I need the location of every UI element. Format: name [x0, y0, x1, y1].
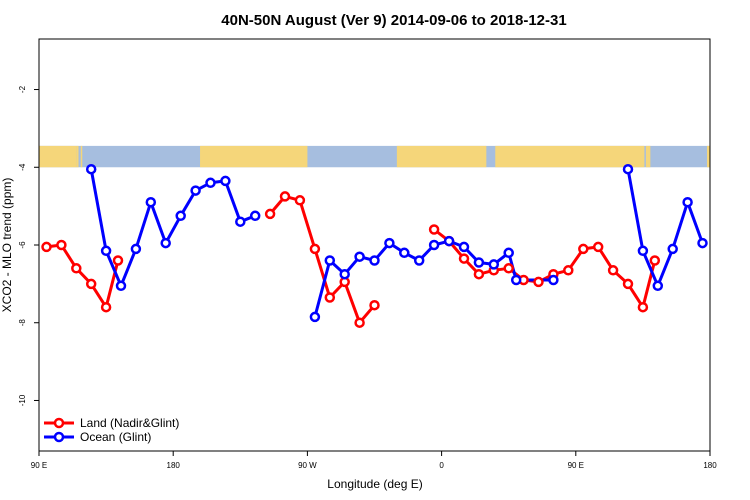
legend-ocean-marker: [53, 431, 65, 443]
ocean-data-point: [369, 255, 380, 266]
x-tick-label: 180: [167, 461, 181, 470]
land-data-point: [56, 239, 67, 251]
x-tick-label: 180: [703, 461, 717, 470]
ocean-data-point: [309, 311, 321, 323]
land-data-point: [112, 255, 124, 266]
ocean-series-line: [89, 168, 256, 288]
ocean-data-point: [622, 163, 634, 175]
ocean-data-point: [667, 243, 678, 255]
land-data-point: [71, 263, 82, 274]
ocean-data-point: [510, 274, 522, 286]
ocean-data-point: [339, 268, 350, 280]
land-data-point: [100, 301, 112, 313]
ocean-data-point: [115, 280, 127, 292]
land-data-point: [637, 301, 649, 313]
land-data-point: [354, 317, 365, 328]
ocean-data-point: [413, 255, 425, 266]
world-map-strip: [39, 145, 710, 168]
x-tick-label: 90 E: [31, 461, 47, 470]
x-axis-label: Longitude (deg E): [327, 477, 422, 491]
plot-frame: [38, 38, 711, 452]
ocean-data-point: [354, 251, 365, 262]
land-data-point: [473, 268, 485, 280]
ocean-data-point: [235, 216, 246, 227]
legend-land-marker: [53, 417, 65, 429]
ocean-data-point: [682, 196, 693, 208]
ocean-data-point: [443, 235, 455, 247]
ocean-data-point: [458, 241, 470, 253]
ocean-data-point: [637, 245, 649, 257]
ocean-data-point: [249, 210, 261, 222]
land-data-point: [324, 292, 336, 303]
ocean-data-point: [324, 255, 336, 266]
ocean-data-point: [190, 185, 201, 196]
y-axis-label: XCO2 - MLO trend (ppm): [0, 178, 14, 313]
ocean-data-point: [175, 210, 186, 222]
y-tick-label: -10: [18, 394, 27, 406]
ocean-data-point: [473, 257, 485, 268]
map-land: [645, 145, 651, 168]
ocean-data-point: [85, 163, 97, 175]
land-data-point: [294, 195, 306, 206]
land-data-point: [622, 278, 634, 290]
ocean-data-point: [160, 237, 171, 249]
ocean-data-point: [652, 280, 664, 292]
x-axis: 90 E 180 90 W 0 90 E 180: [31, 451, 717, 470]
ocean-data-point: [100, 245, 112, 257]
land-data-point: [607, 265, 619, 276]
land-data-point: [649, 255, 661, 266]
ocean-data-point: [488, 259, 500, 270]
map-land: [39, 145, 77, 168]
ocean-series-line: [313, 239, 554, 318]
legend-ocean-label: Ocean (Glint): [80, 430, 151, 444]
ocean-data-point: [428, 239, 440, 251]
ocean-data-point: [503, 247, 514, 259]
map-land: [76, 145, 79, 168]
x-tick-label: 90 W: [298, 461, 317, 470]
map-land: [707, 145, 710, 168]
x-tick-label: 0: [439, 461, 444, 470]
ocean-data-point: [697, 237, 708, 249]
y-tick-label: -8: [18, 319, 27, 327]
ocean-data-point: [399, 247, 410, 259]
y-tick-label: -6: [18, 241, 27, 249]
x-tick-label: 90 E: [568, 461, 584, 470]
land-data-point: [85, 278, 97, 290]
ocean-data-point: [220, 175, 231, 187]
y-axis: -10 -8 -6 -4 -2: [18, 85, 39, 406]
land-data-point: [592, 241, 604, 253]
y-tick-label: -4: [18, 163, 27, 171]
map-land: [396, 145, 487, 168]
legend: Land (Nadir&Glint) Ocean (Glint): [44, 416, 179, 444]
land-data-point: [369, 299, 380, 311]
y-tick-label: -2: [18, 85, 27, 93]
land-data-point: [309, 243, 321, 255]
chart-title: 40N-50N August (Ver 9) 2014-09-06 to 201…: [221, 12, 566, 29]
land-data-point: [578, 243, 589, 255]
land-data-point: [503, 263, 514, 274]
ocean-data-point: [384, 237, 395, 249]
land-series-line: [433, 228, 657, 309]
legend-land-label: Land (Nadir&Glint): [80, 416, 179, 430]
ocean-series-line: [626, 168, 704, 288]
map-land: [495, 145, 645, 168]
series-layer: [41, 163, 708, 328]
land-data-point: [279, 191, 291, 202]
land-data-point: [533, 276, 544, 288]
land-data-point: [563, 265, 574, 276]
ocean-data-point: [145, 196, 157, 208]
land-data-point: [458, 253, 470, 264]
ocean-data-point: [130, 243, 142, 255]
map-land: [80, 145, 83, 168]
map-land: [200, 145, 308, 168]
ocean-data-point: [205, 177, 216, 189]
ocean-data-point: [548, 274, 559, 286]
land-data-point: [41, 241, 52, 253]
land-data-point: [428, 224, 440, 235]
land-data-point: [264, 208, 276, 220]
